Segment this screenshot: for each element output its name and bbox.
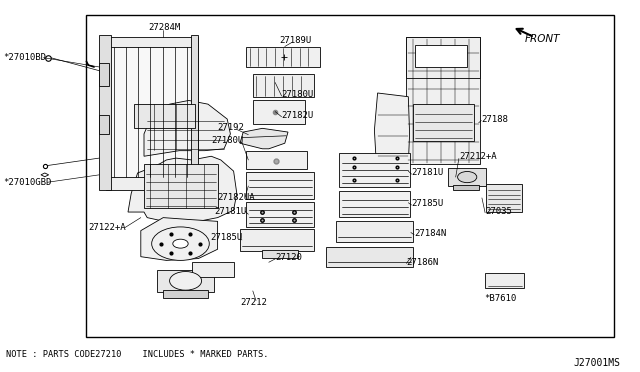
Text: 27188: 27188	[481, 115, 508, 124]
Polygon shape	[41, 173, 49, 177]
Polygon shape	[144, 100, 230, 156]
Bar	[240, 229, 314, 251]
Text: *27010BD: *27010BD	[3, 53, 46, 62]
Polygon shape	[374, 93, 410, 164]
Bar	[406, 37, 480, 78]
Text: 27181U: 27181U	[412, 169, 444, 177]
Bar	[191, 35, 198, 190]
Bar	[326, 247, 413, 267]
Bar	[144, 164, 218, 208]
Polygon shape	[240, 128, 288, 149]
Bar	[246, 151, 307, 169]
Bar	[99, 115, 109, 134]
Circle shape	[170, 272, 202, 290]
Text: 27180U: 27180U	[282, 90, 314, 99]
Text: 27120: 27120	[275, 253, 302, 262]
Text: 27185U: 27185U	[412, 199, 444, 208]
Bar	[106, 45, 198, 179]
Bar	[486, 184, 522, 212]
Bar	[86, 15, 614, 337]
Bar	[163, 290, 208, 298]
Text: 27035: 27035	[485, 207, 512, 216]
Bar	[448, 168, 486, 186]
Bar	[246, 202, 314, 227]
Bar	[106, 177, 198, 190]
Text: 27184N: 27184N	[414, 229, 446, 238]
Text: NOTE : PARTS CODE27210    INCLUDES * MARKED PARTS.: NOTE : PARTS CODE27210 INCLUDES * MARKED…	[6, 350, 269, 359]
Text: J27001MS: J27001MS	[574, 358, 621, 368]
Bar	[246, 46, 320, 67]
Text: 27122+A: 27122+A	[88, 223, 126, 232]
Text: 27185U: 27185U	[210, 233, 242, 242]
Bar	[106, 37, 198, 46]
Text: 27212: 27212	[240, 298, 267, 307]
Bar	[415, 45, 467, 67]
Bar	[339, 191, 410, 217]
Bar	[253, 100, 305, 124]
Bar	[453, 185, 479, 190]
Bar	[336, 221, 413, 242]
Bar	[253, 74, 314, 97]
Bar	[485, 273, 524, 288]
Bar	[99, 35, 111, 190]
Text: *B7610: *B7610	[484, 294, 516, 303]
Circle shape	[458, 171, 477, 183]
Text: 27284M: 27284M	[148, 23, 180, 32]
Bar	[339, 153, 410, 187]
Bar	[413, 104, 474, 141]
Bar	[99, 63, 109, 86]
Text: 27182U: 27182U	[282, 111, 314, 120]
Text: 27186N: 27186N	[406, 258, 438, 267]
Text: 27182UA: 27182UA	[218, 193, 255, 202]
Bar	[262, 250, 298, 258]
Bar	[246, 172, 314, 199]
Polygon shape	[128, 156, 237, 223]
Text: 27189U: 27189U	[280, 36, 312, 45]
Bar	[157, 270, 214, 292]
Text: 27180U: 27180U	[211, 136, 243, 145]
Polygon shape	[141, 218, 218, 260]
Text: FRONT: FRONT	[525, 34, 560, 44]
Text: 27181U: 27181U	[214, 207, 246, 216]
Text: 27212+A: 27212+A	[459, 153, 497, 161]
Bar	[192, 262, 234, 277]
Text: *27010GBD: *27010GBD	[3, 178, 52, 187]
Bar	[134, 104, 195, 128]
Bar	[406, 37, 480, 164]
Text: 27192: 27192	[218, 123, 244, 132]
Circle shape	[152, 227, 209, 260]
Circle shape	[173, 239, 188, 248]
